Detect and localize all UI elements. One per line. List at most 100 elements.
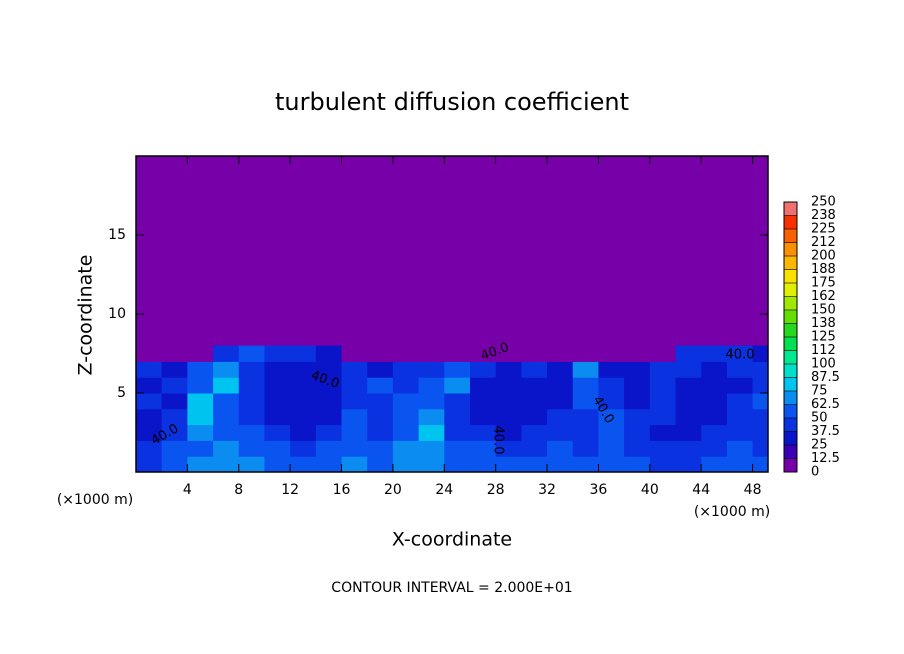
cell bbox=[444, 361, 471, 378]
cell bbox=[238, 456, 265, 472]
cell bbox=[547, 361, 574, 378]
field bbox=[136, 156, 768, 472]
cell bbox=[649, 361, 677, 378]
cell bbox=[315, 456, 343, 472]
cell bbox=[624, 345, 651, 362]
cell bbox=[521, 393, 548, 410]
colorbar-label: 62.5 bbox=[811, 397, 840, 412]
cell bbox=[187, 456, 214, 472]
cell bbox=[675, 361, 702, 378]
cell bbox=[521, 377, 548, 394]
colorbar-band bbox=[784, 323, 797, 338]
cell bbox=[213, 393, 240, 410]
cell bbox=[418, 345, 445, 362]
colorbar-band bbox=[784, 431, 797, 446]
cell bbox=[675, 424, 702, 441]
colorbar-band bbox=[784, 364, 797, 378]
cell bbox=[598, 408, 625, 426]
cell bbox=[341, 440, 368, 457]
cell bbox=[469, 456, 497, 472]
colorbar-label: 225 bbox=[811, 222, 836, 237]
cell bbox=[572, 361, 599, 378]
cell bbox=[367, 456, 394, 472]
cell bbox=[521, 345, 548, 362]
cell bbox=[367, 424, 394, 441]
chart-title: turbulent diffusion coefficient bbox=[275, 88, 629, 116]
cell bbox=[161, 440, 188, 457]
colorbar-band bbox=[784, 404, 797, 419]
x-tick-label: 4 bbox=[183, 482, 192, 498]
colorbar-band bbox=[784, 256, 797, 270]
cell bbox=[161, 393, 188, 410]
colorbar-label: 212 bbox=[811, 235, 836, 250]
x-tick-label: 20 bbox=[384, 482, 402, 498]
cell bbox=[572, 408, 599, 426]
cell bbox=[521, 456, 548, 472]
cell bbox=[572, 456, 599, 472]
y-tick-label: 15 bbox=[108, 227, 126, 243]
annotation: CONTOUR INTERVAL = 2.000E+01 bbox=[331, 580, 572, 596]
cell bbox=[701, 456, 728, 472]
cell bbox=[290, 393, 317, 410]
cell bbox=[187, 424, 214, 441]
cell bbox=[264, 424, 291, 441]
cell bbox=[392, 424, 420, 441]
cell bbox=[341, 408, 368, 426]
cell bbox=[418, 408, 445, 426]
cell bbox=[418, 456, 445, 472]
colorbar-label: 150 bbox=[811, 303, 836, 318]
cell bbox=[598, 440, 625, 457]
cell bbox=[444, 456, 471, 472]
cell bbox=[469, 377, 497, 394]
cell bbox=[675, 456, 702, 472]
colorbar-label: 25 bbox=[811, 438, 828, 453]
cell bbox=[392, 456, 420, 472]
cell bbox=[238, 361, 265, 378]
cell bbox=[649, 440, 677, 457]
cell bbox=[213, 408, 240, 426]
cell bbox=[161, 408, 188, 426]
cell bbox=[187, 408, 214, 426]
cell bbox=[598, 424, 625, 441]
cell bbox=[469, 440, 497, 457]
cell bbox=[495, 456, 522, 472]
cell bbox=[624, 424, 651, 441]
cell bbox=[572, 345, 599, 362]
cell bbox=[572, 393, 599, 410]
cell bbox=[521, 408, 548, 426]
colorbar-label: 188 bbox=[811, 262, 836, 277]
cell bbox=[136, 393, 163, 410]
cell bbox=[341, 361, 368, 378]
cell bbox=[444, 377, 471, 394]
colorbar-band bbox=[784, 337, 797, 351]
cell bbox=[187, 361, 214, 378]
cell bbox=[649, 345, 677, 362]
cell bbox=[675, 440, 702, 457]
cell bbox=[367, 393, 394, 410]
cell bbox=[213, 377, 240, 394]
cell bbox=[315, 408, 343, 426]
cell bbox=[469, 361, 497, 378]
colorbar-band bbox=[784, 283, 797, 297]
cell bbox=[367, 361, 394, 378]
cell bbox=[701, 408, 728, 426]
cell bbox=[238, 424, 265, 441]
cell bbox=[392, 440, 420, 457]
cell bbox=[136, 440, 163, 457]
cell bbox=[187, 393, 214, 410]
cell bbox=[701, 345, 728, 362]
colorbar-label: 87.5 bbox=[811, 370, 840, 385]
cell bbox=[161, 424, 188, 441]
cell bbox=[752, 456, 768, 472]
y-axis-title: Z-coordinate bbox=[75, 255, 97, 376]
cell bbox=[444, 393, 471, 410]
cell bbox=[213, 456, 240, 472]
y-tick-label: 5 bbox=[117, 385, 126, 401]
cell bbox=[392, 345, 420, 362]
cell bbox=[290, 456, 317, 472]
cell bbox=[161, 456, 188, 472]
contour-label: 40.0 bbox=[726, 348, 755, 363]
cell bbox=[495, 345, 522, 362]
cell bbox=[752, 361, 768, 378]
cell bbox=[495, 393, 522, 410]
